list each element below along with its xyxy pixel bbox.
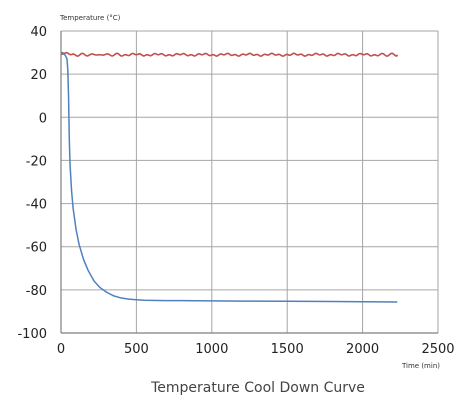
y-tick-label: 40 <box>30 25 47 40</box>
x-tick-label: 500 <box>124 342 149 357</box>
y-tick-label: 0 <box>39 111 47 126</box>
grid-lines <box>61 30 439 333</box>
x-tick-label: 2500 <box>421 342 454 357</box>
y-tick-label: -60 <box>26 241 47 256</box>
axes <box>60 31 438 334</box>
series-line-1 <box>60 51 399 57</box>
y-axis-title: Temperature (°C) <box>59 14 121 22</box>
x-tick-label: 1000 <box>195 342 228 357</box>
y-tick-label: 20 <box>30 68 47 83</box>
x-tick-label: 2000 <box>346 342 379 357</box>
series-layer <box>60 51 399 303</box>
chart-caption: Temperature Cool Down Curve <box>150 380 365 396</box>
y-tick-label: -80 <box>26 284 47 299</box>
y-tick-label: -100 <box>17 327 47 342</box>
tick-labels: 40 20 0 -20 -40 -60 -80 -100 0 500 1000 1500 2000 250… <box>17 25 454 357</box>
y-tick-label: -40 <box>26 198 47 213</box>
x-tick-label: 0 <box>57 342 65 357</box>
y-tick-label: -20 <box>26 154 47 169</box>
series-line-2 <box>61 51 398 303</box>
x-axis-title: Time (min) <box>401 362 440 370</box>
x-tick-label: 1500 <box>271 342 304 357</box>
